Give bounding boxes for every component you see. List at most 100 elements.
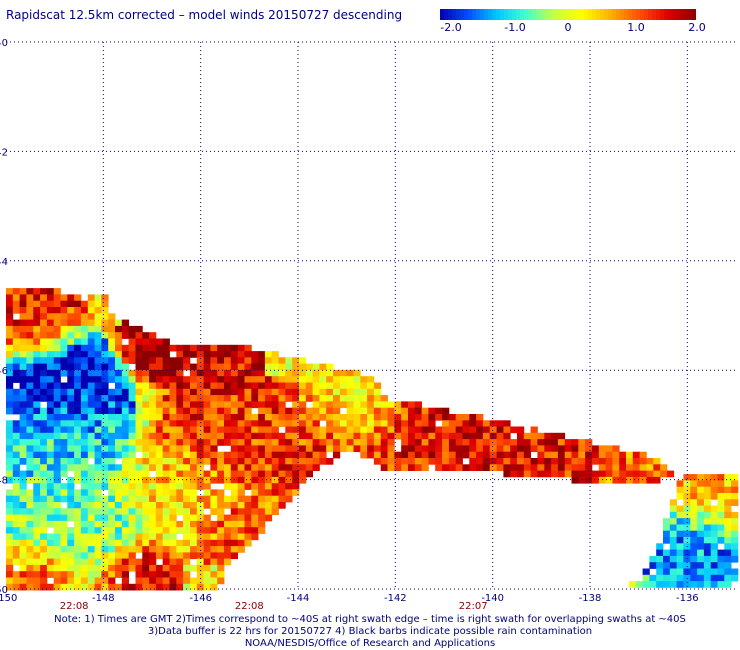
heatmap-cell	[217, 357, 225, 364]
heatmap-cell	[210, 527, 218, 534]
heatmap-cell	[551, 451, 559, 459]
heatmap-cell	[60, 332, 68, 339]
heatmap-cell	[53, 351, 61, 358]
heatmap-cell	[101, 508, 109, 515]
heatmap-cell	[489, 458, 497, 465]
heatmap-cell	[87, 520, 95, 528]
heatmap-cell	[190, 369, 198, 377]
heatmap-cell	[87, 439, 95, 446]
heatmap-cell	[40, 558, 48, 566]
heatmap-cell	[217, 414, 225, 421]
heatmap-cell	[230, 357, 238, 364]
heatmap-cell	[6, 363, 14, 371]
heatmap-cell	[19, 382, 27, 390]
heatmap-cell	[476, 432, 484, 440]
heatmap-cell	[183, 583, 191, 591]
heatmap-cell	[142, 414, 150, 421]
heatmap-cell	[230, 388, 238, 396]
heatmap-cell	[401, 401, 409, 409]
heatmap-cell	[60, 401, 68, 409]
heatmap-cell	[80, 369, 89, 377]
heatmap-cell	[149, 583, 157, 591]
heatmap-cell	[40, 395, 48, 402]
colorbar-segment	[516, 9, 521, 20]
heatmap-cell	[60, 458, 68, 465]
heatmap-cell	[115, 401, 123, 409]
heatmap-cell	[271, 464, 279, 471]
heatmap-cell	[703, 530, 712, 538]
heatmap-cell	[690, 555, 698, 563]
heatmap-cell	[26, 489, 34, 497]
heatmap-cell	[571, 464, 579, 471]
heatmap-cell	[731, 511, 739, 519]
heatmap-cell	[710, 511, 718, 519]
heatmap-cell	[87, 445, 95, 453]
heatmap-cell	[264, 407, 273, 415]
heatmap-cell	[271, 476, 279, 484]
heatmap-cell	[653, 464, 661, 471]
heatmap-cell	[292, 458, 300, 465]
heatmap-cell	[190, 577, 198, 585]
heatmap-cell	[251, 357, 259, 364]
y-tick-label: -48	[0, 476, 8, 487]
heatmap-cell	[244, 388, 252, 396]
heatmap-cell	[135, 546, 143, 553]
heatmap-cell	[87, 363, 95, 371]
heatmap-cell	[40, 502, 48, 509]
heatmap-cell	[224, 502, 232, 509]
heatmap-cell	[669, 530, 677, 538]
heatmap-cell	[224, 527, 232, 534]
heatmap-cell	[731, 518, 739, 525]
heatmap-cell	[196, 539, 204, 547]
heatmap-cell	[67, 344, 75, 352]
heatmap-cell	[176, 382, 184, 390]
heatmap-cell	[292, 451, 300, 459]
heatmap-cell	[421, 464, 429, 471]
heatmap-cell	[162, 470, 170, 478]
heatmap-cell	[128, 369, 136, 377]
heatmap-cell	[196, 445, 204, 453]
heatmap-cell	[6, 533, 14, 541]
heatmap-cell	[176, 458, 184, 465]
heatmap-cell	[128, 432, 136, 440]
heatmap-cell	[401, 451, 409, 459]
heatmap-cell	[401, 414, 409, 421]
colorbar-segment	[628, 9, 633, 20]
heatmap-cell	[46, 470, 55, 478]
heatmap-cell	[299, 369, 307, 377]
heatmap-cell	[33, 508, 41, 515]
heatmap-cell	[442, 414, 450, 421]
heatmap-cell	[663, 581, 671, 588]
heatmap-cell	[40, 357, 48, 364]
heatmap-cell	[135, 357, 143, 364]
heatmap-cell	[394, 432, 402, 440]
heatmap-cell	[94, 489, 102, 497]
heatmap-cell	[12, 388, 20, 396]
heatmap-cell	[6, 294, 14, 302]
heatmap-cell	[278, 445, 286, 453]
heatmap-cell	[299, 407, 307, 415]
heatmap-cell	[108, 571, 116, 578]
heatmap-cell	[224, 344, 232, 352]
heatmap-cell	[346, 395, 354, 402]
heatmap-cell	[217, 395, 225, 402]
heatmap-cell	[169, 564, 177, 572]
heatmap-cell	[517, 464, 525, 471]
heatmap-cell	[564, 445, 572, 453]
heatmap-cell	[142, 520, 150, 528]
grid-lines	[6, 41, 736, 590]
heatmap-cell	[60, 432, 68, 440]
heatmap-cell	[74, 546, 82, 553]
heatmap-cell	[155, 539, 164, 547]
heatmap-cell	[121, 564, 129, 572]
heatmap-cell	[237, 432, 245, 440]
heatmap-cell	[94, 520, 102, 528]
heatmap-cell	[26, 546, 34, 553]
heatmap-cell	[80, 546, 89, 553]
heatmap-cell	[251, 502, 259, 509]
heatmap-cell	[230, 401, 238, 409]
heatmap-cell	[155, 464, 164, 471]
heatmap-cell	[230, 451, 238, 459]
heatmap-cell	[155, 527, 164, 534]
heatmap-cell	[80, 564, 89, 572]
